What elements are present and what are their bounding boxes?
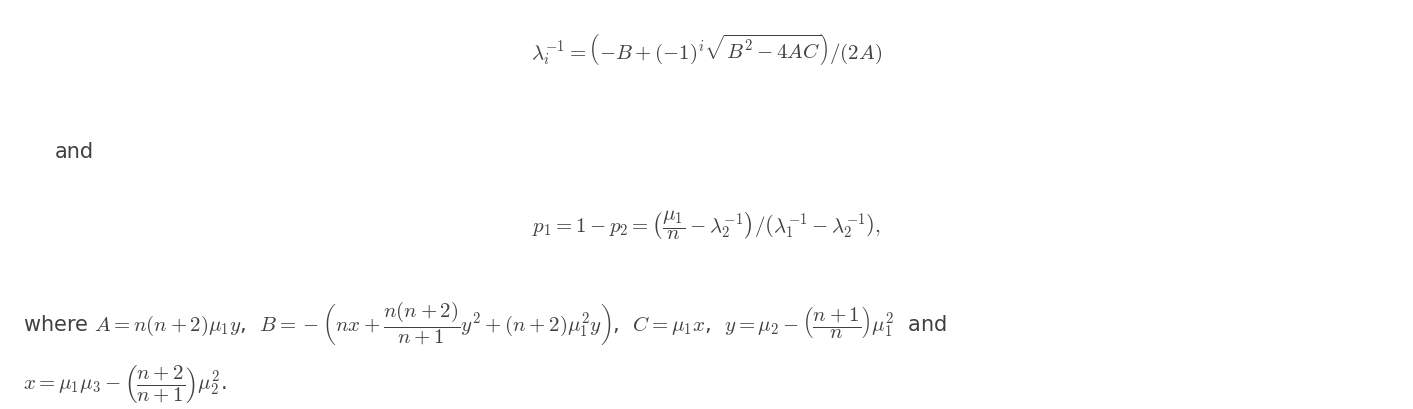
Text: where $A = n(n+2)\mu_1 y$,  $B = -\left(nx + \dfrac{n(n+2)}{n+1}y^2 + (n+2)\mu_1: where $A = n(n+2)\mu_1 y$, $B = -\left(n… xyxy=(23,299,947,347)
Text: $\lambda_i^{-1} = \left(-B + (-1)^i\sqrt{B^2 - 4AC}\right) / (2A)$: $\lambda_i^{-1} = \left(-B + (-1)^i\sqrt… xyxy=(531,31,882,67)
Text: $p_1 = 1 - p_2 = \left(\dfrac{\mu_1}{n} - \lambda_2^{-1}\right) / \left(\lambda_: $p_1 = 1 - p_2 = \left(\dfrac{\mu_1}{n} … xyxy=(531,207,882,241)
Text: $x = \mu_1\mu_3 - \left(\dfrac{n+2}{n+1}\right)\mu_2^2$.: $x = \mu_1\mu_3 - \left(\dfrac{n+2}{n+1}… xyxy=(23,363,226,405)
Text: and: and xyxy=(55,142,95,161)
